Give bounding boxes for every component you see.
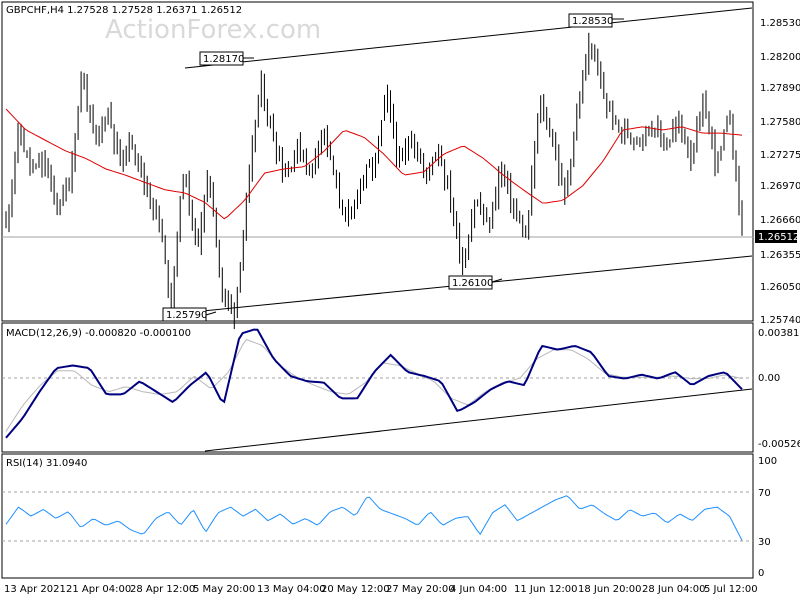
rsi-y-axis: 100 70 30 0 <box>758 456 777 579</box>
price-tick-label: 1.27890 <box>760 83 800 94</box>
price-tick-label: 1.27275 <box>760 150 800 161</box>
watermark: ActionForex.com <box>105 15 321 45</box>
annotation-label: 1.25790 <box>166 310 207 321</box>
annotation-high-1: 1.28170 <box>199 51 254 66</box>
moving-average-line <box>5 108 743 220</box>
x-tick-label: 21 Apr 04:00 <box>66 584 131 595</box>
current-price-box <box>755 230 797 243</box>
price-tick-label: 1.26660 <box>760 215 800 226</box>
annotation-low-1: 1.25790 <box>162 307 217 322</box>
macd-tick-label: -0.00526 <box>758 439 800 450</box>
x-tick-label: 28 Jun 04:00 <box>642 584 706 595</box>
annotation-leader <box>491 278 503 283</box>
price-tick-label: 1.28530 <box>760 18 800 29</box>
x-tick-label: 18 Jun 20:00 <box>578 584 642 595</box>
rsi-pane <box>1 453 754 579</box>
price-header: GBPCHF,H4 1.27528 1.27528 1.26371 1.2651… <box>6 5 242 16</box>
price-pane <box>1 1 754 322</box>
price-tick-label: 1.26355 <box>760 250 800 261</box>
annotation-box <box>448 275 493 290</box>
rsi-tick-label: 100 <box>758 456 777 467</box>
annotation-label: 1.26100 <box>452 278 493 289</box>
price-tick-label: 1.25740 <box>760 315 800 326</box>
annotation-box <box>162 307 207 322</box>
rsi-line <box>5 495 743 541</box>
annotation-box <box>568 13 613 28</box>
macd-header: MACD(12,26,9) -0.000820 -0.000100 <box>6 328 191 339</box>
rsi-header: RSI(14) 31.0940 <box>6 458 87 469</box>
macd-trendline <box>204 388 753 452</box>
price-y-axis: 1.28530 1.28200 1.27890 1.27580 1.27275 … <box>760 18 800 326</box>
rsi-tick-label: 0 <box>758 568 764 579</box>
macd-line <box>5 328 743 439</box>
rsi-tick-label: 70 <box>758 488 771 499</box>
price-tick-label: 1.28200 <box>760 52 800 63</box>
macd-y-axis: 0.003817 0.00 -0.00526 <box>758 328 800 450</box>
x-tick-label: 4 Jun 04:00 <box>450 584 507 595</box>
annotation-label: 1.28530 <box>572 16 613 27</box>
annotation-low-2: 1.26100 <box>448 275 503 290</box>
x-tick-label: 5 Jul 12:00 <box>704 584 758 595</box>
rsi-tick-label: 30 <box>758 537 771 548</box>
macd-tick-label: 0.00 <box>758 373 780 384</box>
x-tick-label: 20 May 12:00 <box>321 584 390 595</box>
price-bars <box>5 32 743 330</box>
x-tick-label: 5 May 20:00 <box>193 584 255 595</box>
annotation-box <box>199 51 244 66</box>
x-tick-label: 13 Apr 2021 <box>4 584 66 595</box>
channel-upper-line <box>184 7 753 69</box>
annotation-label: 1.28170 <box>203 54 244 65</box>
x-tick-label: 11 Jun 12:00 <box>514 584 578 595</box>
annotation-high-2: 1.28530 <box>568 13 624 28</box>
x-tick-label: 27 May 20:00 <box>386 584 455 595</box>
x-axis: 13 Apr 2021 21 Apr 04:00 28 Apr 12:00 5 … <box>4 584 758 595</box>
macd-pane <box>1 322 754 453</box>
price-tick-label: 1.27580 <box>760 117 800 128</box>
price-tick-label: 1.26970 <box>760 181 800 192</box>
annotation-leader <box>205 311 217 316</box>
x-tick-label: 28 Apr 12:00 <box>130 584 195 595</box>
price-tick-label: 1.26050 <box>760 282 800 293</box>
current-price-label: 1.26512 <box>758 232 799 243</box>
macd-tick-label: 0.003817 <box>758 328 800 339</box>
x-tick-label: 13 May 04:00 <box>257 584 326 595</box>
